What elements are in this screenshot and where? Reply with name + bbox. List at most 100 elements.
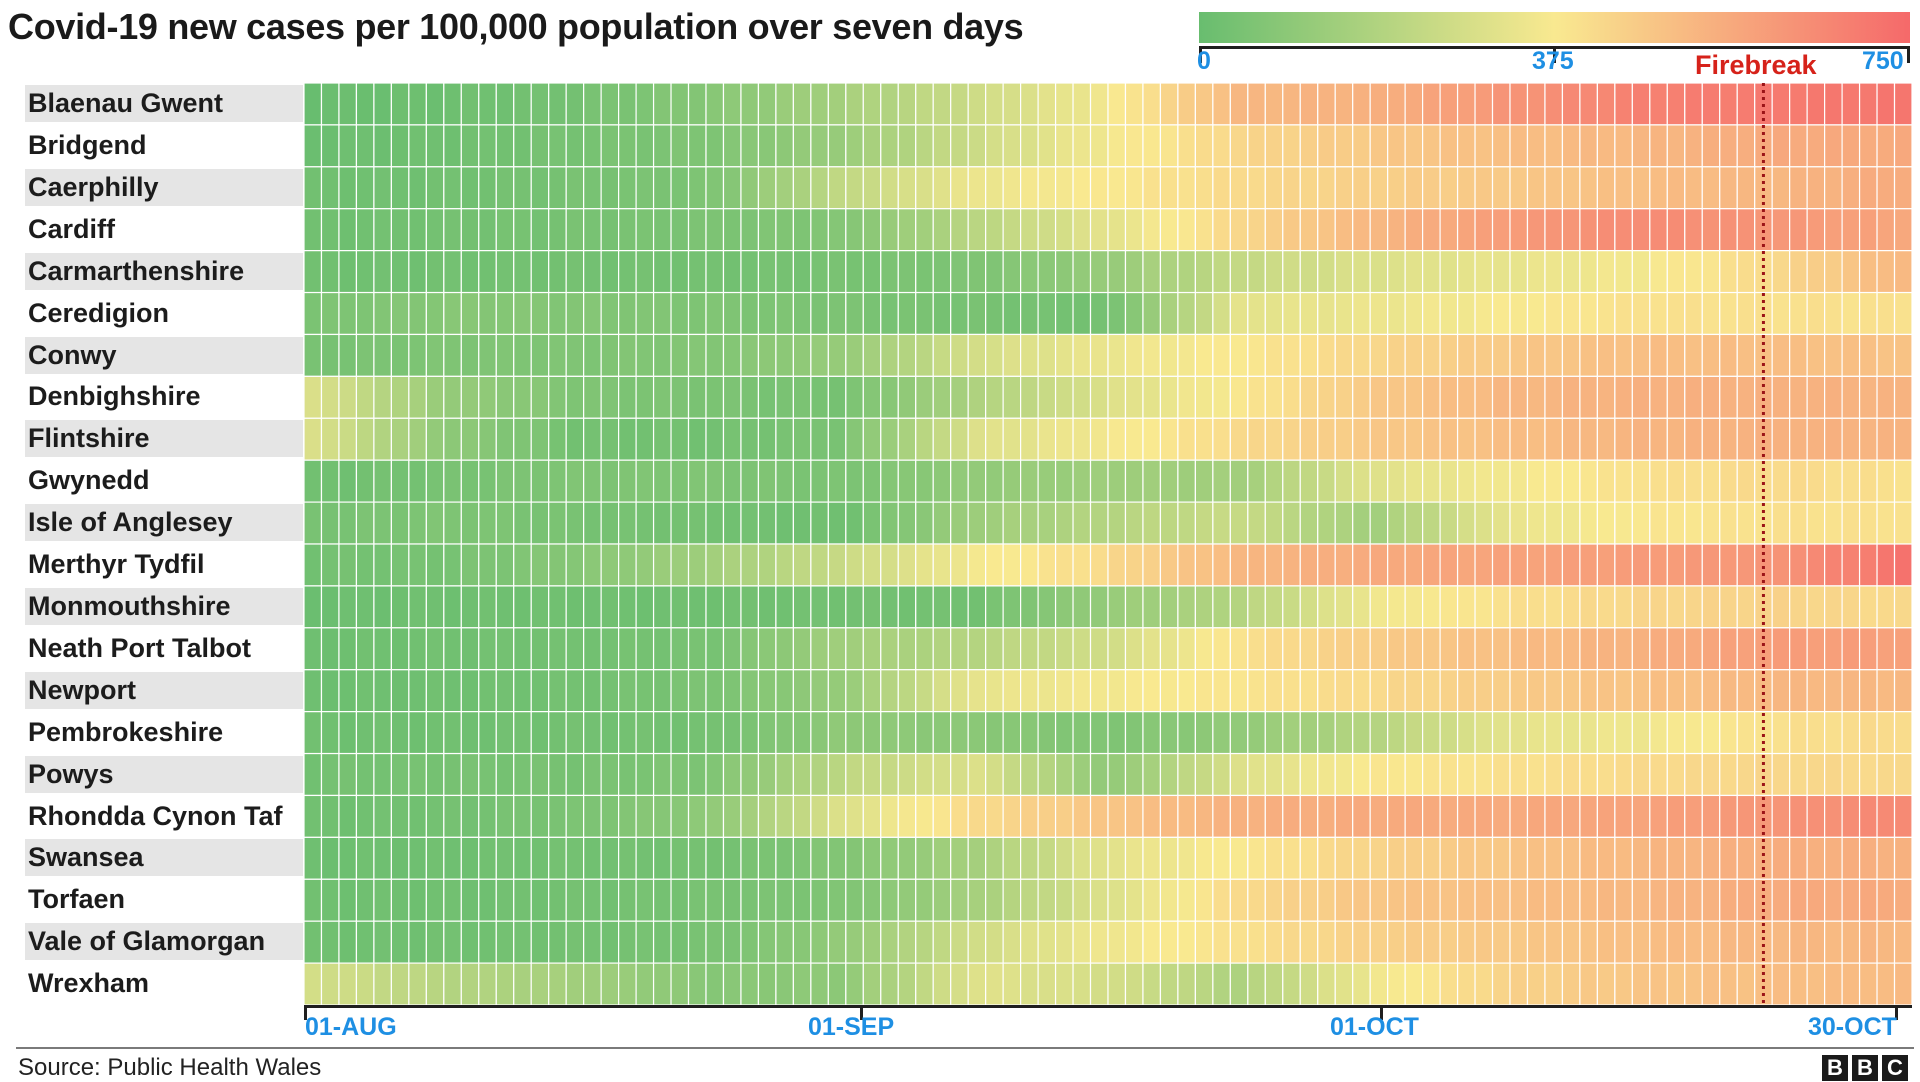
heatmap-cell (880, 543, 899, 587)
heatmap-cell (1439, 794, 1459, 838)
heatmap-cell (652, 124, 672, 168)
heatmap-cell (1194, 375, 1214, 419)
heatmap-cell (1544, 711, 1564, 755)
heatmap-cell (1054, 459, 1074, 503)
heatmap-cell (670, 585, 690, 629)
heatmap-cell (722, 459, 742, 503)
heatmap-cell (1334, 417, 1354, 461)
heatmap-cell (425, 333, 445, 377)
heatmap-cell (1194, 124, 1214, 168)
heatmap-cell (530, 333, 550, 377)
heatmap-cell (1719, 543, 1738, 587)
heatmap-cell (1491, 124, 1511, 168)
bbc-logo: B B C (1822, 1055, 1908, 1081)
heatmap-cell (1526, 83, 1546, 126)
heatmap-cell (1824, 459, 1843, 503)
firebreak-label: Firebreak (1695, 50, 1817, 80)
heatmap-cell (1020, 375, 1039, 419)
heatmap-cell (705, 585, 725, 629)
heatmap-cell (897, 878, 917, 922)
heatmap-cell (880, 627, 899, 671)
heatmap-cell (304, 250, 323, 294)
heatmap-cell (775, 711, 794, 755)
heatmap-cell (1159, 794, 1179, 838)
heatmap-cell (1701, 920, 1721, 964)
heatmap-cell (967, 878, 987, 922)
heatmap-cell (1614, 627, 1633, 671)
heatmap-cell (1841, 794, 1861, 838)
heatmap-cell (1701, 878, 1721, 922)
heatmap-cell (478, 794, 497, 838)
heatmap-cell (1858, 166, 1878, 210)
heatmap-cell (355, 836, 375, 880)
heatmap-cell (1614, 543, 1633, 587)
heatmap-cell (304, 585, 323, 629)
heatmap-cell (1194, 501, 1214, 545)
heatmap-cell (775, 83, 794, 126)
heatmap-cell (1649, 208, 1668, 252)
heatmap-cell (1159, 752, 1179, 797)
heatmap-cell (530, 920, 550, 964)
heatmap-cell (1474, 585, 1494, 629)
heatmap-cell (1422, 962, 1441, 1005)
heatmap-cell (1387, 836, 1406, 880)
heatmap-cell (1544, 291, 1564, 336)
heatmap-cell (1736, 669, 1756, 713)
heatmap-cell (1719, 501, 1738, 545)
heatmap-cell (1684, 669, 1703, 713)
heatmap-cell (425, 417, 445, 461)
row-label: Monmouthshire (28, 590, 231, 621)
heatmap-cell (705, 836, 725, 880)
heatmap-cell (1247, 627, 1266, 671)
heatmap-cell (1020, 501, 1039, 545)
heatmap-cell (1247, 794, 1266, 838)
heatmap-cell (915, 250, 934, 294)
heatmap-cell (1876, 711, 1896, 755)
heatmap-cell (1771, 627, 1791, 671)
heatmap-cell (1404, 962, 1424, 1005)
heatmap-cell (1054, 794, 1074, 838)
heatmap-cell (1404, 794, 1424, 838)
heatmap-cell (985, 920, 1004, 964)
heatmap-cell (304, 752, 323, 797)
heatmap-cell (1596, 752, 1616, 797)
heatmap-cell (1264, 752, 1284, 797)
heatmap-cell (1387, 124, 1406, 168)
heatmap-cell (757, 124, 777, 168)
heatmap-cell (338, 543, 358, 587)
heatmap-cell (478, 543, 497, 587)
heatmap-row (304, 417, 1912, 461)
heatmap-cell (618, 836, 637, 880)
heatmap-cell (722, 962, 742, 1005)
heatmap-cell (1317, 459, 1336, 503)
heatmap-cell (1352, 962, 1371, 1005)
heatmap-cell (1701, 124, 1721, 168)
heatmap-grid (304, 83, 1912, 1005)
heatmap-cell (373, 83, 392, 126)
heatmap-cell (530, 543, 550, 587)
heatmap-cell (967, 669, 987, 713)
heatmap-cell (1229, 166, 1249, 210)
row-label-background (25, 797, 303, 835)
heatmap-cell (1037, 375, 1057, 419)
heatmap-cell (1701, 543, 1721, 587)
heatmap-cell (1649, 250, 1668, 294)
heatmap-cell (1789, 459, 1808, 503)
heatmap-cell (705, 83, 725, 126)
heatmap-cell (530, 459, 550, 503)
heatmap-cell (1439, 669, 1459, 713)
heatmap-cell (1614, 585, 1633, 629)
heatmap-cell (1719, 711, 1738, 755)
heatmap-cell (320, 250, 340, 294)
heatmap-cell (600, 543, 620, 587)
heatmap-cell (1229, 83, 1249, 126)
heatmap-cell (373, 459, 392, 503)
heatmap-cell (1544, 208, 1564, 252)
heatmap-cell (1317, 417, 1336, 461)
heatmap-cell (967, 124, 987, 168)
heatmap-cell (530, 375, 550, 419)
heatmap-cell (1404, 501, 1424, 545)
heatmap-cell (932, 291, 952, 336)
heatmap-cell (1194, 585, 1214, 629)
heatmap-cell (460, 543, 480, 587)
